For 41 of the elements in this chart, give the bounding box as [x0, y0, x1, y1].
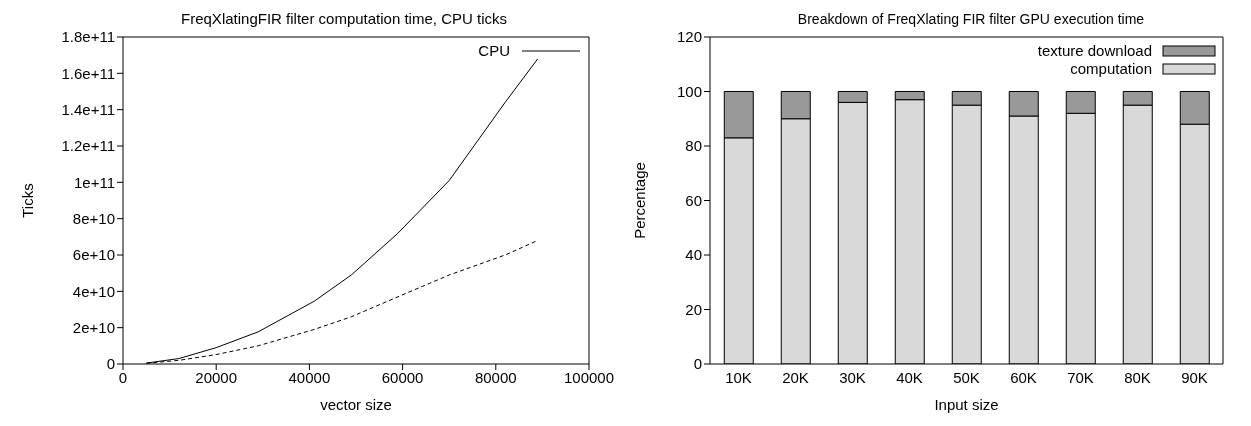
y-tick-label: 0: [106, 355, 115, 373]
y-tick-label: 6e+10: [72, 246, 115, 264]
y-axis-title: Percentage: [631, 162, 649, 239]
x-tick-label: 30K: [839, 368, 866, 386]
x-axis-title: vector size: [320, 396, 392, 413]
y-tick-label: 40: [685, 246, 702, 264]
y-tick-label: 60: [685, 191, 702, 209]
chart-title: FreqXlatingFIR filter computation time, CPU ticks: [180, 9, 508, 29]
x-tick-label: 90K: [1181, 368, 1208, 386]
x-tick-label: 20K: [782, 368, 809, 386]
x-tick-label: 40K: [896, 368, 923, 386]
y-tick-label: 1.2e+11: [61, 137, 115, 155]
y-tick-label: 100: [676, 82, 702, 100]
x-tick-label: 50K: [953, 368, 980, 386]
y-tick-label: 4e+10: [72, 282, 115, 300]
legend-label: computation: [1070, 60, 1152, 78]
y-tick-label: 20: [685, 300, 702, 318]
x-tick-label: 80K: [1124, 368, 1151, 386]
y-tick-label: 8e+10: [72, 209, 115, 227]
chart-title: Breakdown of FreqXlating FIR filter GPU execution time: [796, 10, 1146, 29]
y-tick-label: 0: [693, 355, 702, 373]
y-tick-label: 1e+11: [73, 173, 115, 191]
y-tick-label: 2e+10: [72, 318, 115, 336]
x-tick-label: 10K: [725, 368, 752, 386]
y-tick-label: 1.4e+11: [61, 100, 115, 118]
y-tick-label: 120: [676, 28, 702, 46]
y-axis-title: Ticks: [19, 183, 37, 218]
x-tick-label: 70K: [1067, 368, 1094, 386]
x-axis-title: Input size: [934, 396, 999, 413]
x-tick-label: 20000: [195, 368, 238, 386]
x-tick-label: 80000: [474, 368, 517, 386]
legend-label: CPU: [478, 42, 510, 60]
y-tick-label: 1.8e+11: [61, 28, 115, 46]
x-tick-label: 0: [118, 368, 128, 386]
y-tick-label: 80: [685, 137, 702, 155]
x-tick-label: 60K: [1010, 368, 1037, 386]
legend-label: texture download: [1037, 42, 1152, 60]
x-tick-label: 60000: [381, 368, 424, 386]
x-tick-label: 100000: [563, 368, 615, 386]
y-tick-label: 1.6e+11: [61, 64, 115, 82]
x-tick-label: 40000: [288, 368, 331, 386]
